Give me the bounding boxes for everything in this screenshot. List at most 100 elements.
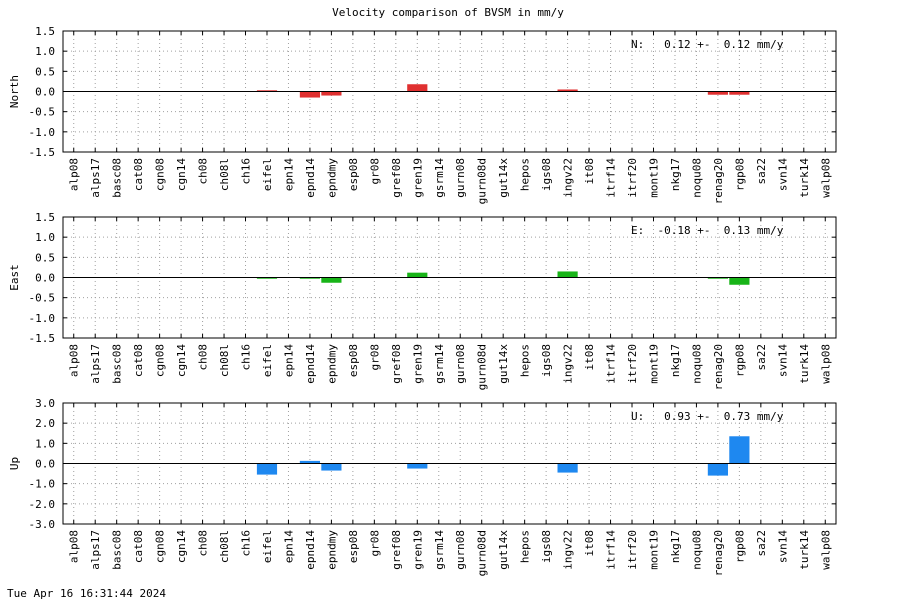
category-label-alp08: alp08 — [68, 158, 81, 191]
category-label-mont19: mont19 — [647, 158, 660, 198]
category-label-ingv22: ingv22 — [562, 158, 575, 198]
category-label-esp08: esp08 — [347, 158, 360, 191]
category-label-gsrm14: gsrm14 — [433, 344, 446, 384]
category-label-gref08: gref08 — [390, 530, 403, 570]
category-label-rgp08: rgp08 — [733, 344, 746, 377]
figure-title: Velocity comparison of BVSM in mm/y — [332, 6, 564, 19]
category-label-svn14: svn14 — [776, 158, 789, 191]
category-label-cat08: cat08 — [132, 344, 145, 377]
category-label-gref08: gref08 — [390, 344, 403, 384]
category-label-ch08: ch08 — [197, 530, 210, 557]
category-label-noqu08: noqu08 — [690, 158, 703, 198]
timestamp: Tue Apr 16 16:31:44 2024 — [7, 587, 166, 600]
category-label-gr08: gr08 — [368, 344, 381, 371]
category-label-eifel: eifel — [261, 530, 274, 563]
y-tick-label: -1.0 — [29, 478, 56, 491]
y-tick-label: 0.0 — [35, 458, 55, 471]
velocity-summary: E: -0.18 +- 0.13 mm/y — [631, 224, 784, 237]
category-label-nkg17: nkg17 — [669, 530, 682, 563]
bar-rgp08 — [729, 277, 750, 285]
bar-renag20 — [707, 91, 728, 95]
velocity-summary: N: 0.12 +- 0.12 mm/y — [631, 38, 784, 51]
category-label-basc08: basc08 — [111, 530, 124, 570]
category-label-turk14: turk14 — [798, 158, 811, 198]
bar-epnd14 — [299, 460, 321, 464]
category-label-cgn08: cgn08 — [154, 158, 167, 191]
bar-epnd14 — [299, 91, 321, 98]
category-label-alps17: alps17 — [89, 530, 102, 570]
category-label-eifel: eifel — [261, 344, 274, 377]
y-tick-label: 0.5 — [35, 65, 55, 78]
category-label-ingv22: ingv22 — [562, 530, 575, 570]
category-label-itrf20: itrf20 — [626, 530, 639, 570]
bar-ingv22 — [557, 89, 578, 92]
category-label-cat08: cat08 — [132, 530, 145, 563]
bar-eifel — [256, 90, 278, 92]
bar-ingv22 — [557, 463, 578, 473]
y-tick-label: 1.0 — [35, 45, 55, 58]
category-label-cgn08: cgn08 — [154, 344, 167, 377]
category-label-itrf20: itrf20 — [626, 344, 639, 384]
bar-gren19 — [407, 463, 428, 469]
category-label-basc08: basc08 — [111, 158, 124, 198]
category-label-gref08: gref08 — [390, 158, 403, 198]
category-label-gurn08d: gurn08d — [476, 158, 489, 204]
chart-panel-up: 3.0 2.0 1.0 0.0 -1.0 -2.0 -3.0 Up alp08 alps17 bas… — [8, 397, 837, 576]
category-label-alps17: alps17 — [89, 158, 102, 198]
category-label-noqu08: noqu08 — [690, 344, 703, 384]
category-label-rgp08: rgp08 — [733, 530, 746, 563]
category-label-epn14: epn14 — [282, 530, 295, 563]
category-label-gurn08: gurn08 — [454, 530, 467, 570]
category-label-walp08: walp08 — [819, 158, 832, 198]
category-label-renag20: renag20 — [712, 158, 725, 204]
category-label-it08: it08 — [583, 158, 596, 185]
category-label-gurn08d: gurn08d — [476, 530, 489, 576]
y-tick-label: 1.5 — [35, 211, 55, 224]
y-tick-label: -0.5 — [29, 292, 56, 305]
category-label-itrf20: itrf20 — [626, 158, 639, 198]
y-tick-label: -2.0 — [29, 498, 56, 511]
category-label-ch08l: ch08l — [218, 344, 231, 377]
category-label-basc08: basc08 — [111, 344, 124, 384]
category-label-sa22: sa22 — [755, 344, 768, 371]
category-label-sa22: sa22 — [755, 158, 768, 185]
category-label-igs08: igs08 — [540, 530, 553, 563]
bar-epndmy — [321, 463, 342, 471]
y-tick-label: 0.0 — [35, 86, 55, 99]
chart-panel-north: 1.5 1.0 0.5 0.0 -0.5 -1.0 -1.5 North alp08 alps17… — [8, 25, 837, 204]
bar-renag20 — [707, 277, 728, 279]
category-label-alps17: alps17 — [89, 344, 102, 384]
category-label-gurn08: gurn08 — [454, 158, 467, 198]
category-label-itrf14: itrf14 — [605, 530, 618, 570]
category-label-gut14x: gut14x — [497, 530, 510, 570]
bar-gren19 — [407, 272, 428, 278]
category-label-gr08: gr08 — [368, 530, 381, 557]
category-label-mont19: mont19 — [647, 530, 660, 570]
category-label-gsrm14: gsrm14 — [433, 530, 446, 570]
category-label-cgn14: cgn14 — [175, 530, 188, 563]
bar-rgp08 — [729, 91, 750, 95]
category-label-gren19: gren19 — [411, 344, 424, 384]
category-label-walp08: walp08 — [819, 530, 832, 570]
category-label-eifel: eifel — [261, 158, 274, 191]
category-label-hepos: hepos — [519, 344, 532, 377]
category-label-cgn08: cgn08 — [154, 530, 167, 563]
bar-epnd14 — [299, 277, 321, 279]
category-label-gurn08d: gurn08d — [476, 344, 489, 390]
category-label-gut14x: gut14x — [497, 344, 510, 384]
bar-gren19 — [407, 84, 428, 92]
y-axis-label: East — [8, 264, 21, 291]
y-axis-label: North — [8, 75, 21, 108]
category-label-ch16: ch16 — [240, 530, 253, 557]
category-label-svn14: svn14 — [776, 530, 789, 563]
category-label-epnd14: epnd14 — [304, 530, 317, 570]
category-label-ch16: ch16 — [240, 344, 253, 371]
category-label-mont19: mont19 — [647, 344, 660, 384]
category-label-ch08: ch08 — [197, 158, 210, 185]
category-label-alp08: alp08 — [68, 344, 81, 377]
category-label-cgn14: cgn14 — [175, 344, 188, 377]
category-label-walp08: walp08 — [819, 344, 832, 384]
category-label-noqu08: noqu08 — [690, 530, 703, 570]
y-tick-label: -1.5 — [29, 146, 56, 159]
bar-renag20 — [707, 463, 728, 476]
